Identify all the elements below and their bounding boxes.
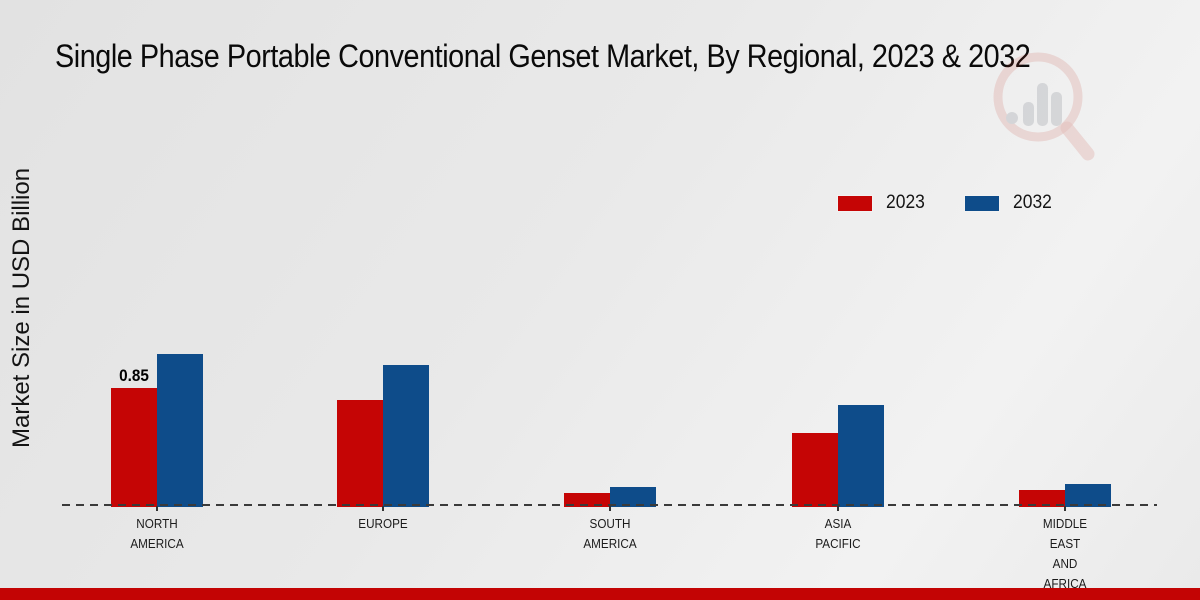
bar-2032-south-america bbox=[610, 487, 656, 507]
x-axis-baseline bbox=[62, 504, 1157, 506]
x-axis-tick bbox=[156, 506, 158, 511]
legend-item-2032: 2032 bbox=[964, 192, 1055, 214]
legend-label-2023: 2023 bbox=[886, 192, 925, 213]
x-axis-tick bbox=[837, 506, 839, 511]
bar-2023-north-america bbox=[111, 388, 157, 507]
bar-2032-middle-east-and-africa bbox=[1065, 484, 1111, 507]
x-axis-category-label: NORTH AMERICA bbox=[130, 516, 184, 551]
bar-value-label: 0.85 bbox=[119, 366, 149, 385]
x-axis-tick bbox=[609, 506, 611, 511]
bar-2032-europe bbox=[383, 365, 429, 507]
bar-2032-north-america bbox=[157, 354, 203, 507]
x-axis-category-label: ASIA PACIFIC bbox=[815, 516, 861, 551]
magnifier-bar-chart-logo-icon bbox=[993, 52, 1095, 161]
x-axis-category-label: MIDDLE EAST AND AFRICA bbox=[1042, 516, 1088, 591]
bar-2023-asia-pacific bbox=[792, 433, 838, 507]
legend-swatch-2032 bbox=[964, 194, 1001, 212]
legend-swatch-2023 bbox=[837, 194, 873, 212]
x-axis-category-label: SOUTH AMERICA bbox=[583, 516, 637, 551]
legend-item-2023: 2023 bbox=[837, 192, 928, 214]
x-axis-tick bbox=[1064, 506, 1066, 511]
chart-legend: 2023 2032 bbox=[837, 192, 1056, 214]
footer-red-band bbox=[0, 588, 1200, 600]
legend-label-2032: 2032 bbox=[1013, 192, 1053, 213]
bar-2023-south-america bbox=[564, 493, 610, 507]
x-axis-category-label: EUROPE bbox=[358, 516, 408, 531]
bar-2023-europe bbox=[337, 400, 383, 507]
x-axis-tick bbox=[382, 506, 384, 511]
chart-title: Single Phase Portable Conventional Gense… bbox=[55, 38, 1031, 74]
bar-2032-asia-pacific bbox=[838, 405, 884, 507]
bar-2023-middle-east-and-africa bbox=[1019, 490, 1065, 507]
